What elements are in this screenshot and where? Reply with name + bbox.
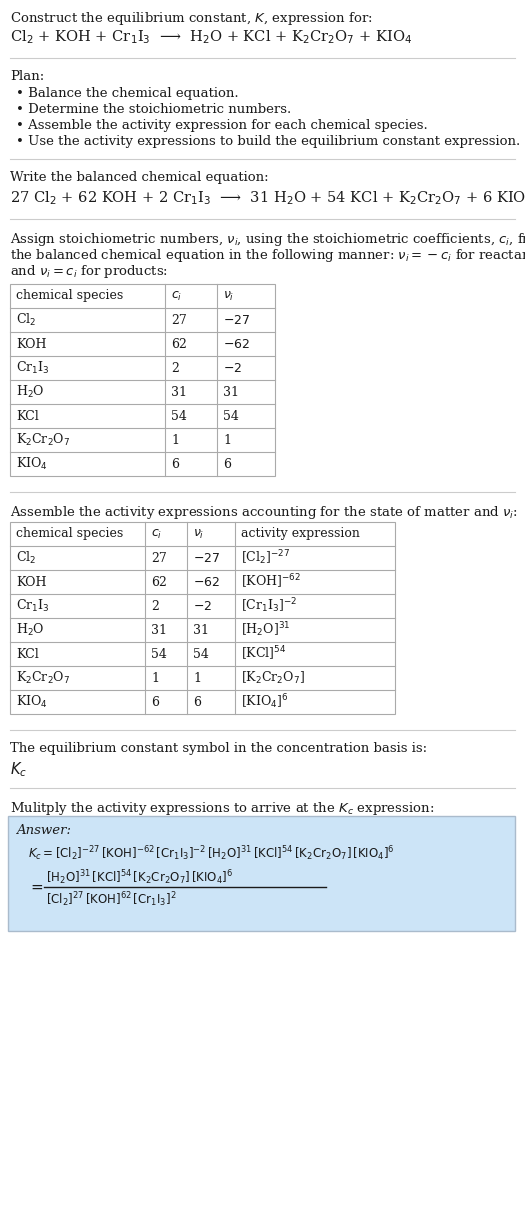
Text: • Assemble the activity expression for each chemical species.: • Assemble the activity expression for e… xyxy=(16,119,428,132)
Text: Write the balanced chemical equation:: Write the balanced chemical equation: xyxy=(10,171,269,184)
Text: 6: 6 xyxy=(151,695,159,708)
Text: $c_i$: $c_i$ xyxy=(151,528,162,540)
Text: 54: 54 xyxy=(223,410,239,422)
Text: 31: 31 xyxy=(193,624,209,636)
Text: • Balance the chemical equation.: • Balance the chemical equation. xyxy=(16,87,239,100)
Text: • Determine the stoichiometric numbers.: • Determine the stoichiometric numbers. xyxy=(16,103,291,116)
Text: 1: 1 xyxy=(151,672,159,685)
Text: Construct the equilibrium constant, $K$, expression for:: Construct the equilibrium constant, $K$,… xyxy=(10,10,373,27)
Text: 27 Cl$_2$ + 62 KOH + 2 Cr$_1$I$_3$  ⟶  31 H$_2$O + 54 KCl + K$_2$Cr$_2$O$_7$ + 6: 27 Cl$_2$ + 62 KOH + 2 Cr$_1$I$_3$ ⟶ 31 … xyxy=(10,189,525,207)
Text: [H$_2$O]$^{31}$: [H$_2$O]$^{31}$ xyxy=(241,621,290,640)
Text: Assign stoichiometric numbers, $\nu_i$, using the stoichiometric coefficients, $: Assign stoichiometric numbers, $\nu_i$, … xyxy=(10,231,525,248)
Text: Cl$_2$: Cl$_2$ xyxy=(16,550,36,566)
Text: $K_c$: $K_c$ xyxy=(10,760,27,779)
Text: 6: 6 xyxy=(171,458,179,471)
Text: and $\nu_i = c_i$ for products:: and $\nu_i = c_i$ for products: xyxy=(10,263,168,280)
Text: 1: 1 xyxy=(193,672,201,685)
Text: 6: 6 xyxy=(193,695,201,708)
Text: 2: 2 xyxy=(151,599,159,613)
Text: Answer:: Answer: xyxy=(16,824,71,836)
Text: 31: 31 xyxy=(223,385,239,399)
Text: 62: 62 xyxy=(171,337,187,351)
Bar xyxy=(10,284,275,476)
Text: KOH: KOH xyxy=(16,576,47,588)
Text: [KOH]$^{-62}$: [KOH]$^{-62}$ xyxy=(241,573,301,592)
Text: $[\mathrm{Cl_2}]^{27}\,[\mathrm{KOH}]^{62}\,[\mathrm{Cr_1I_3}]^2$: $[\mathrm{Cl_2}]^{27}\,[\mathrm{KOH}]^{6… xyxy=(46,891,176,909)
Text: 27: 27 xyxy=(151,551,167,565)
Text: 2: 2 xyxy=(171,362,179,374)
Text: 62: 62 xyxy=(151,576,167,588)
Text: Cr$_1$I$_3$: Cr$_1$I$_3$ xyxy=(16,598,49,614)
Text: the balanced chemical equation in the following manner: $\nu_i = -c_i$ for react: the balanced chemical equation in the fo… xyxy=(10,247,525,264)
Text: KCl: KCl xyxy=(16,647,39,661)
Text: 54: 54 xyxy=(193,647,209,661)
Text: 31: 31 xyxy=(151,624,167,636)
Text: $K_c = [\mathrm{Cl_2}]^{-27}\,[\mathrm{KOH}]^{-62}\,[\mathrm{Cr_1I_3}]^{-2}\,[\m: $K_c = [\mathrm{Cl_2}]^{-27}\,[\mathrm{K… xyxy=(28,844,395,862)
Text: 54: 54 xyxy=(151,647,167,661)
Text: $-27$: $-27$ xyxy=(193,551,220,565)
Text: K$_2$Cr$_2$O$_7$: K$_2$Cr$_2$O$_7$ xyxy=(16,670,70,686)
Text: Plan:: Plan: xyxy=(10,70,44,82)
Text: 1: 1 xyxy=(171,433,179,446)
Text: Cl$_2$ + KOH + Cr$_1$I$_3$  ⟶  H$_2$O + KCl + K$_2$Cr$_2$O$_7$ + KIO$_4$: Cl$_2$ + KOH + Cr$_1$I$_3$ ⟶ H$_2$O + KC… xyxy=(10,28,412,46)
Text: Cr$_1$I$_3$: Cr$_1$I$_3$ xyxy=(16,360,49,376)
Text: The equilibrium constant symbol in the concentration basis is:: The equilibrium constant symbol in the c… xyxy=(10,742,427,755)
Text: KOH: KOH xyxy=(16,337,47,351)
Text: $=$: $=$ xyxy=(28,879,44,894)
Text: $[\mathrm{H_2O}]^{31}\,[\mathrm{KCl}]^{54}\,[\mathrm{K_2Cr_2O_7}]\,[\mathrm{KIO_: $[\mathrm{H_2O}]^{31}\,[\mathrm{KCl}]^{5… xyxy=(46,868,233,887)
Text: $c_i$: $c_i$ xyxy=(171,289,182,303)
Text: $-2$: $-2$ xyxy=(223,362,242,374)
Text: KIO$_4$: KIO$_4$ xyxy=(16,694,48,710)
Text: $\nu_i$: $\nu_i$ xyxy=(223,289,234,303)
Bar xyxy=(8,815,515,931)
Text: $-62$: $-62$ xyxy=(223,337,250,351)
Text: KIO$_4$: KIO$_4$ xyxy=(16,456,48,472)
Text: $-62$: $-62$ xyxy=(193,576,220,588)
Text: 6: 6 xyxy=(223,458,231,471)
Text: Mulitply the activity expressions to arrive at the $K_c$ expression:: Mulitply the activity expressions to arr… xyxy=(10,800,434,817)
Text: H$_2$O: H$_2$O xyxy=(16,384,45,400)
Text: K$_2$Cr$_2$O$_7$: K$_2$Cr$_2$O$_7$ xyxy=(16,432,70,448)
Text: [Cl$_2$]$^{-27}$: [Cl$_2$]$^{-27}$ xyxy=(241,549,290,567)
Text: $-27$: $-27$ xyxy=(223,314,250,326)
Text: • Use the activity expressions to build the equilibrium constant expression.: • Use the activity expressions to build … xyxy=(16,135,520,148)
Text: Cl$_2$: Cl$_2$ xyxy=(16,312,36,328)
Text: H$_2$O: H$_2$O xyxy=(16,622,45,638)
Text: 31: 31 xyxy=(171,385,187,399)
Text: [KIO$_4$]$^6$: [KIO$_4$]$^6$ xyxy=(241,692,288,711)
Text: 1: 1 xyxy=(223,433,231,446)
Text: $-2$: $-2$ xyxy=(193,599,212,613)
Text: KCl: KCl xyxy=(16,410,39,422)
Text: 27: 27 xyxy=(171,314,187,326)
Text: Assemble the activity expressions accounting for the state of matter and $\nu_i$: Assemble the activity expressions accoun… xyxy=(10,504,518,522)
Text: [K$_2$Cr$_2$O$_7$]: [K$_2$Cr$_2$O$_7$] xyxy=(241,670,305,686)
Text: chemical species: chemical species xyxy=(16,528,123,540)
Bar xyxy=(10,522,395,713)
Text: chemical species: chemical species xyxy=(16,289,123,303)
Text: [Cr$_1$I$_3$]$^{-2}$: [Cr$_1$I$_3$]$^{-2}$ xyxy=(241,597,297,615)
Text: 54: 54 xyxy=(171,410,187,422)
Text: $\nu_i$: $\nu_i$ xyxy=(193,528,204,540)
Text: [KCl]$^{54}$: [KCl]$^{54}$ xyxy=(241,645,286,663)
Text: activity expression: activity expression xyxy=(241,528,360,540)
